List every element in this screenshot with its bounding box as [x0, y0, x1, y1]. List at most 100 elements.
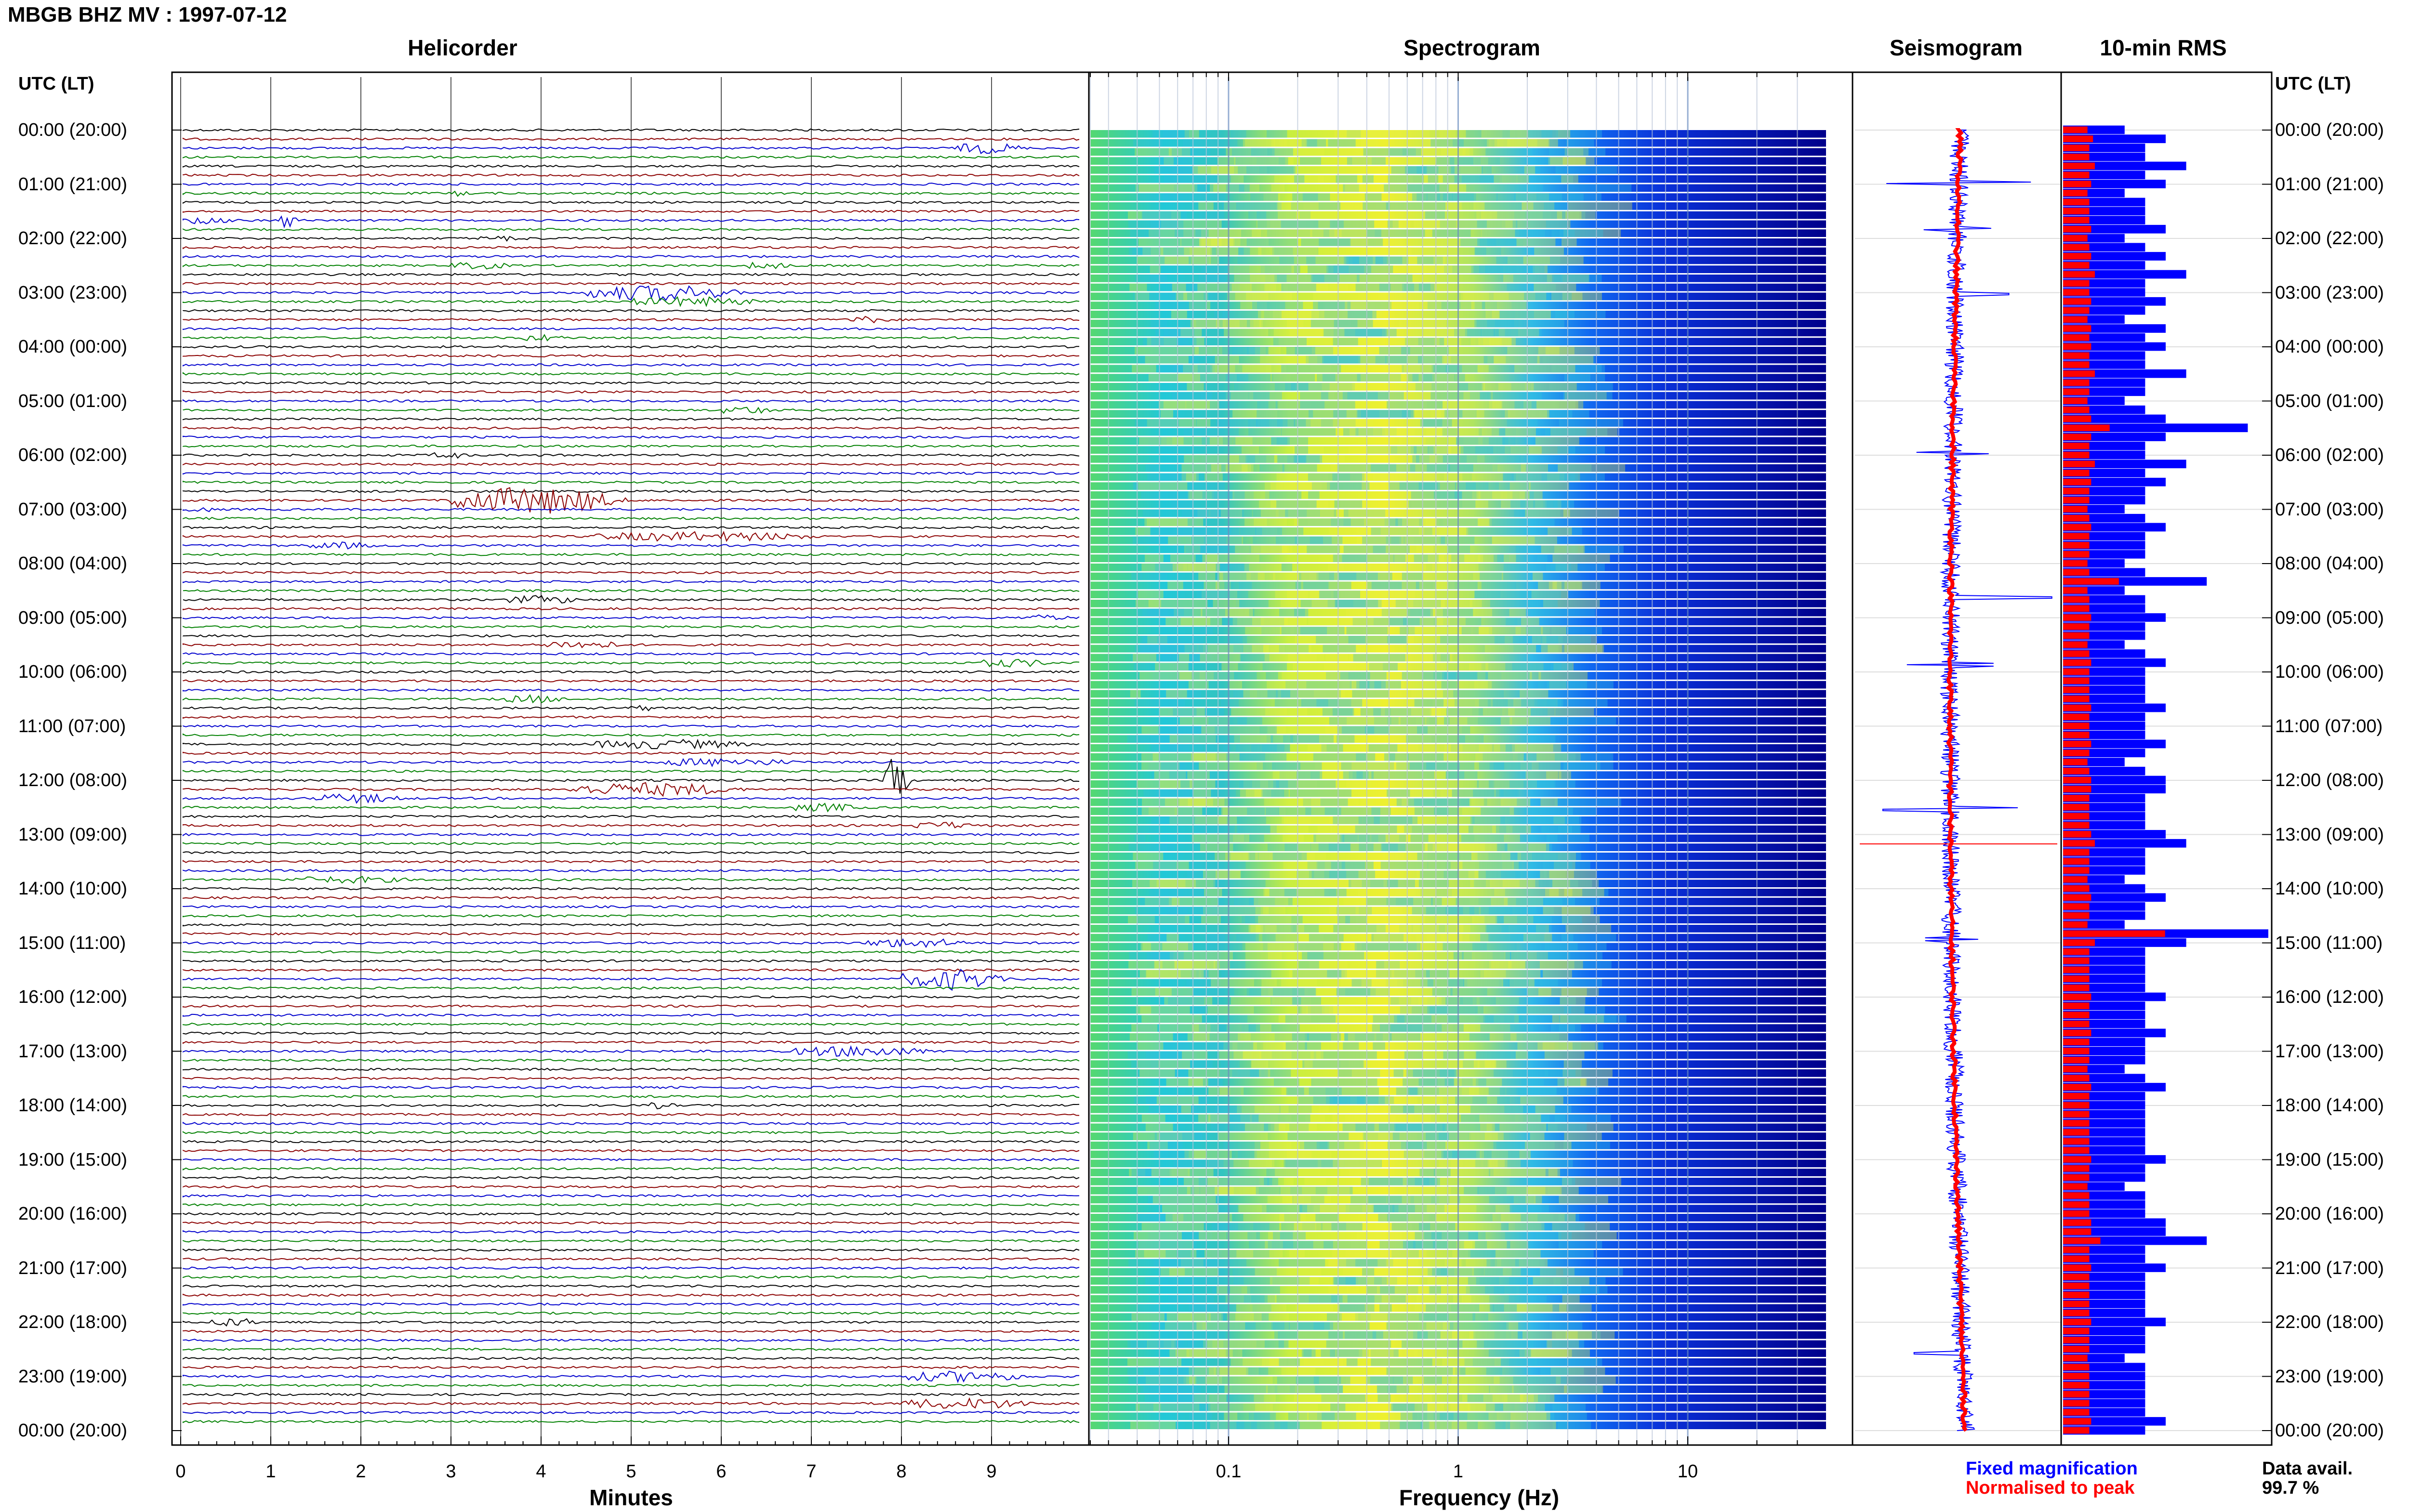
spectrogram-texture: [1334, 130, 1394, 138]
spectrogram-texture: [1561, 275, 1602, 282]
spectrogram-texture: [1388, 1006, 1412, 1014]
spectrogram-texture: [1333, 265, 1349, 273]
spectrogram-texture: [1557, 1078, 1587, 1086]
spectrogram-texture: [1196, 419, 1211, 427]
spectrogram-texture: [1347, 392, 1389, 400]
spectrogram-texture: [1517, 853, 1576, 860]
spectrogram-texture: [1228, 184, 1250, 192]
rms-bar-normalised: [2063, 397, 2088, 404]
spectrogram-texture: [1529, 834, 1558, 842]
helicorder-trace: [183, 607, 1080, 611]
rms-bar-normalised: [2063, 614, 2091, 621]
spectrogram-texture: [1326, 265, 1364, 273]
spectrogram-texture: [1364, 518, 1389, 526]
spectrogram-texture: [1538, 581, 1557, 590]
spectrogram-texture: [1469, 600, 1482, 607]
spectrogram-texture: [1387, 636, 1406, 644]
rms-bar-normalised: [2063, 470, 2090, 476]
spectrogram-texture: [1359, 843, 1398, 851]
rms-bar-normalised: [2063, 1129, 2090, 1136]
spectrogram-texture: [1210, 365, 1271, 373]
time-label-right: 18:00 (14:00): [2275, 1095, 2384, 1116]
rms-bar-normalised: [2063, 1228, 2091, 1235]
spectrogram-texture: [1417, 853, 1472, 860]
spectrogram-texture: [1410, 464, 1450, 472]
spectrogram-texture: [1407, 166, 1461, 174]
spectrogram-texture: [1301, 572, 1317, 580]
spectrogram-texture: [1231, 853, 1258, 860]
spectrogram-texture: [1555, 166, 1617, 174]
spectrogram-texture: [1490, 699, 1558, 707]
spectrogram-texture: [1380, 717, 1409, 725]
spectrogram-texture: [1480, 1123, 1495, 1131]
spectrogram-texture: [1383, 130, 1430, 138]
spectrogram-texture: [1135, 735, 1150, 743]
spectrogram-texture: [1523, 401, 1578, 409]
spectrogram-texture: [1310, 536, 1332, 544]
spectrogram-texture: [1142, 211, 1187, 219]
spectrogram-texture: [1191, 256, 1219, 264]
spectrogram-texture: [1444, 744, 1493, 752]
helicorder-trace: [183, 1121, 1080, 1125]
helicorder-trace: [183, 869, 1080, 872]
spectrogram-texture: [1343, 897, 1396, 906]
spectrogram-texture: [1267, 1178, 1279, 1185]
spectrogram-texture: [1552, 1015, 1604, 1023]
spectrogram-texture: [1357, 834, 1372, 842]
spectrogram-texture: [1488, 853, 1502, 860]
rms-bar-normalised: [2063, 867, 2090, 874]
spectrogram-texture: [1215, 581, 1231, 590]
spectrogram-texture: [1256, 419, 1283, 427]
spectrogram-texture: [1150, 275, 1165, 282]
rms-bar-normalised: [2063, 451, 2090, 459]
spectrogram-texture: [1336, 988, 1371, 996]
spectrogram-texture: [1168, 997, 1204, 1005]
spectrogram-texture: [1513, 473, 1564, 481]
spectrogram-texture: [1492, 536, 1557, 544]
spectrogram-texture: [1398, 654, 1453, 662]
spectrogram-texture: [1311, 798, 1359, 806]
rms-bar-normalised: [2063, 1084, 2091, 1091]
spectrogram-texture: [1494, 889, 1559, 896]
spectrogram-texture: [1275, 726, 1342, 734]
spectrogram-texture: [1289, 1250, 1305, 1258]
spectrogram-texture: [1148, 374, 1200, 381]
spectrogram-texture: [1415, 1232, 1478, 1240]
spectrogram-texture: [1150, 735, 1184, 743]
helicorder-trace: [183, 285, 1080, 302]
spectrogram-texture: [1336, 907, 1372, 915]
spectrogram-texture: [1561, 175, 1578, 183]
spectrogram-texture: [1559, 1196, 1608, 1204]
time-label-left: 08:00 (04:00): [18, 553, 128, 574]
spectrogram-texture: [1498, 383, 1534, 391]
spectrogram-texture: [1342, 681, 1384, 689]
spectrogram-texture: [1476, 491, 1525, 499]
spectrogram-texture: [1479, 265, 1535, 273]
spectrogram-texture: [1267, 220, 1307, 228]
spectrogram-texture: [1537, 1042, 1595, 1050]
spectrogram-texture: [1143, 789, 1190, 797]
spectrogram-texture: [1559, 419, 1623, 427]
spectrogram-texture: [1290, 627, 1349, 634]
spectrogram-texture: [1503, 437, 1516, 445]
seismogram-title: Seismogram: [1889, 35, 2023, 60]
rms-bar-normalised: [2063, 731, 2090, 738]
spectrogram-texture: [1365, 726, 1393, 734]
spectrogram-texture: [1141, 1015, 1202, 1023]
rms-bar-normalised: [2063, 424, 2110, 432]
spectrogram-texture: [1152, 130, 1177, 138]
spectrogram-texture: [1168, 726, 1223, 734]
spectrogram-texture: [1342, 311, 1383, 318]
spectrogram-texture: [1475, 591, 1500, 598]
spectrogram-texture: [1447, 825, 1513, 833]
spectrogram-texture: [1223, 572, 1258, 580]
spectrogram-texture: [1235, 744, 1284, 752]
spectrogram-texture: [1145, 897, 1180, 906]
spectrogram-texture: [1380, 591, 1415, 598]
spectrogram-texture: [1445, 1024, 1510, 1032]
spectrogram-texture: [1279, 644, 1309, 653]
spectrogram-texture: [1402, 572, 1423, 580]
spectrogram-texture: [1260, 355, 1323, 364]
spectrogram-texture: [1412, 193, 1428, 201]
spectrogram-texture: [1492, 536, 1535, 544]
